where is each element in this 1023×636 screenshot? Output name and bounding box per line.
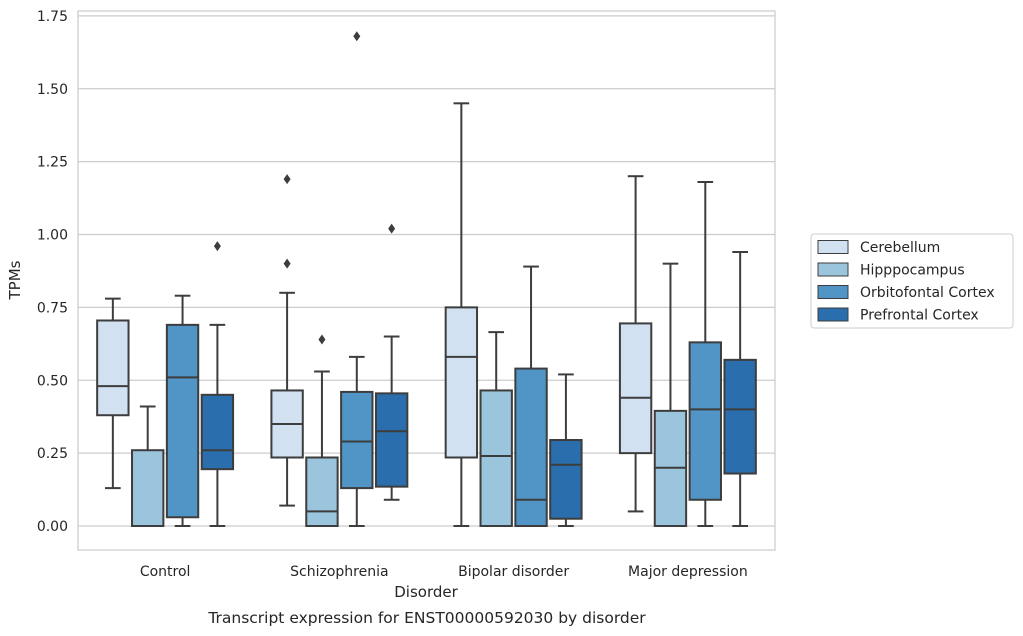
box-hipppocampus-0 (131, 405, 165, 527)
legend-label: Prefrontal Cortex (860, 308, 979, 324)
box-prefrontal-cortex-1 (374, 223, 409, 501)
box-iqr (688, 341, 722, 501)
box-orbitofontal-cortex-1 (340, 31, 374, 527)
box-hipppocampus-3 (653, 262, 688, 528)
box-iqr (514, 367, 548, 527)
y-tick-label: 0.25 (37, 446, 68, 462)
chart-caption: Transcript expression for ENST0000059203… (207, 609, 646, 627)
box-iqr (479, 389, 513, 528)
box-orbitofontal-cortex-2 (514, 265, 548, 527)
legend-swatch (817, 307, 849, 322)
box-prefrontal-cortex-3 (723, 250, 757, 527)
box-iqr (444, 306, 479, 459)
box-cerebellum-3 (618, 175, 653, 513)
legend-label: Orbitofontal Cortex (860, 285, 995, 301)
box-iqr (340, 390, 374, 490)
legend-swatch (817, 262, 849, 277)
box-cerebellum-2 (444, 102, 479, 527)
y-tick-label: 1.75 (37, 9, 68, 25)
box-iqr (723, 358, 757, 475)
x-tick-label: Major depression (628, 564, 748, 580)
x-tick-labels: Control Schizophrenia Bipolar disorder Majo… (140, 564, 748, 580)
legend-label: Hipppocampus (860, 263, 965, 279)
box-prefrontal-cortex-0 (200, 241, 235, 527)
outlier-point (388, 223, 396, 234)
box-iqr (305, 456, 339, 527)
box-hipppocampus-2 (479, 331, 513, 528)
x-axis-label: Disorder (394, 583, 458, 601)
box-iqr (549, 439, 583, 520)
y-tick-labels: 0.00 0.25 0.50 0.75 1.00 1.25 1.50 1.75 (37, 9, 68, 535)
box-groups (96, 31, 757, 528)
box-orbitofontal-cortex-0 (165, 294, 200, 527)
legend-swatch (817, 240, 849, 254)
y-tick-label: 1.00 (37, 228, 68, 244)
box-iqr (131, 449, 165, 527)
y-tick-label: 0.50 (37, 373, 68, 389)
box-iqr (618, 322, 653, 455)
box-iqr (374, 392, 409, 488)
box-orbitofontal-cortex-3 (688, 181, 722, 527)
outlier-point (283, 174, 291, 185)
plot-area-frame (77, 10, 776, 551)
outlier-point (318, 334, 326, 345)
y-tick-label: 0.00 (37, 519, 68, 535)
y-tick-label: 0.75 (37, 300, 68, 316)
box-cerebellum-1 (270, 174, 304, 507)
outlier-point (213, 241, 221, 252)
x-tick-label: Bipolar disorder (458, 564, 569, 580)
y-tick-label: 1.50 (37, 82, 68, 98)
box-prefrontal-cortex-2 (549, 373, 583, 527)
legend-label: Cerebellum (860, 240, 940, 256)
box-hipppocampus-1 (305, 334, 339, 527)
x-tick-label: Control (140, 564, 191, 580)
box-iqr (165, 323, 200, 519)
box-cerebellum-0 (96, 297, 130, 490)
legend-frame (810, 233, 1014, 329)
x-tick-label: Schizophrenia (290, 564, 388, 580)
outlier-point (283, 258, 291, 269)
legend-swatch (817, 285, 849, 299)
legend: Cerebellum Hipppocampus Orbitofontal Corte… (810, 233, 1014, 329)
box-iqr (200, 393, 235, 471)
y-axis-label: TPMs (6, 260, 24, 300)
y-tick-label: 1.25 (37, 155, 68, 171)
box-iqr (96, 319, 130, 417)
outlier-point (353, 31, 361, 42)
